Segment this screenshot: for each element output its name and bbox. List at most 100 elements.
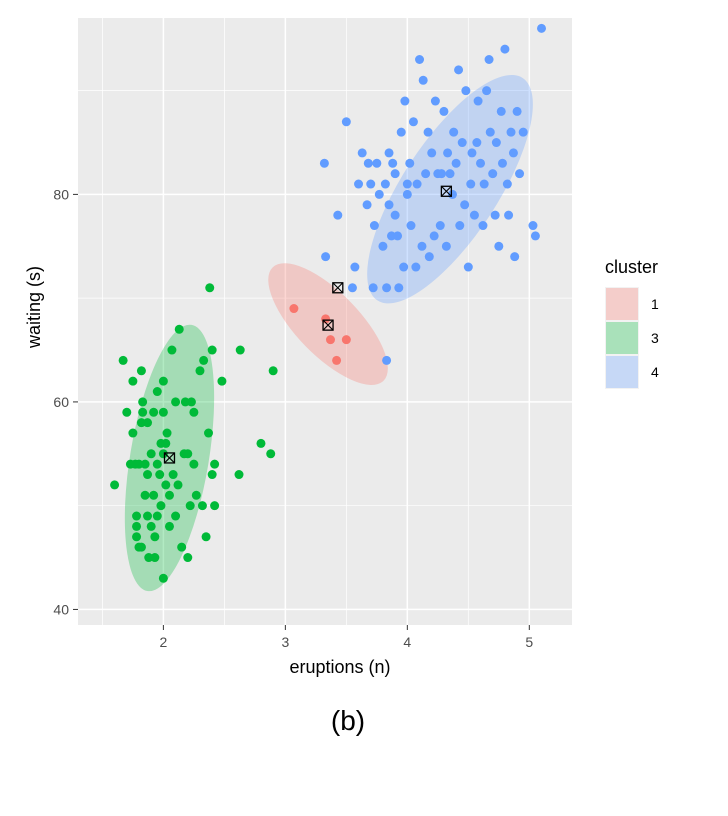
data-point-cluster-4 bbox=[319, 158, 329, 168]
data-point-cluster-4 bbox=[461, 86, 471, 96]
legend-label-1: 1 bbox=[651, 296, 659, 312]
data-point-cluster-4 bbox=[378, 241, 388, 251]
data-point-cluster-4 bbox=[485, 127, 495, 137]
data-point-cluster-4 bbox=[402, 189, 412, 199]
data-point-cluster-4 bbox=[472, 138, 482, 148]
data-point-cluster-3 bbox=[195, 366, 205, 376]
data-point-cluster-3 bbox=[161, 438, 171, 448]
data-point-cluster-4 bbox=[429, 231, 439, 241]
data-point-cluster-4 bbox=[504, 210, 514, 220]
data-point-cluster-3 bbox=[155, 470, 165, 480]
data-point-cluster-3 bbox=[152, 459, 162, 469]
y-axis-title: waiting (s) bbox=[24, 266, 44, 349]
data-point-cluster-4 bbox=[528, 221, 538, 231]
data-point-cluster-3 bbox=[136, 366, 146, 376]
data-point-cluster-4 bbox=[537, 23, 547, 33]
x-tick-label: 3 bbox=[281, 634, 289, 650]
data-point-cluster-4 bbox=[384, 200, 394, 210]
data-point-cluster-4 bbox=[439, 106, 449, 116]
data-point-cluster-4 bbox=[363, 158, 373, 168]
data-point-cluster-4 bbox=[417, 241, 427, 251]
data-point-cluster-3 bbox=[234, 470, 244, 480]
data-point-cluster-4 bbox=[406, 221, 416, 231]
legend-swatch-4 bbox=[606, 356, 638, 388]
data-point-cluster-3 bbox=[177, 542, 187, 552]
data-point-cluster-3 bbox=[183, 449, 193, 459]
data-point-cluster-4 bbox=[418, 75, 428, 85]
data-point-cluster-4 bbox=[482, 86, 492, 96]
data-point-cluster-4 bbox=[491, 138, 501, 148]
data-point-cluster-4 bbox=[382, 283, 392, 293]
center-box bbox=[332, 282, 344, 294]
data-point-cluster-3 bbox=[136, 542, 146, 552]
data-point-cluster-4 bbox=[341, 117, 351, 127]
data-point-cluster-4 bbox=[490, 210, 500, 220]
data-point-cluster-3 bbox=[161, 480, 171, 490]
data-point-cluster-4 bbox=[478, 221, 488, 231]
data-point-cluster-4 bbox=[494, 241, 504, 251]
center-box bbox=[163, 452, 176, 464]
data-point-cluster-3 bbox=[140, 459, 150, 469]
data-point-cluster-4 bbox=[467, 148, 477, 158]
data-point-cluster-3 bbox=[185, 501, 195, 511]
data-point-cluster-3 bbox=[150, 532, 160, 542]
data-point-cluster-3 bbox=[207, 470, 217, 480]
data-point-cluster-4 bbox=[506, 127, 516, 137]
data-point-cluster-4 bbox=[357, 148, 367, 158]
cluster-center-1 bbox=[332, 282, 344, 294]
data-point-cluster-3 bbox=[122, 407, 132, 417]
data-point-cluster-3 bbox=[138, 407, 148, 417]
data-point-cluster-3 bbox=[158, 573, 168, 583]
data-point-cluster-4 bbox=[347, 283, 357, 293]
data-point-cluster-3 bbox=[171, 397, 181, 407]
data-point-cluster-4 bbox=[441, 241, 451, 251]
data-point-cluster-4 bbox=[396, 127, 406, 137]
data-point-cluster-4 bbox=[388, 158, 398, 168]
x-tick-label: 2 bbox=[159, 634, 167, 650]
data-point-cluster-3 bbox=[158, 376, 168, 386]
data-point-cluster-3 bbox=[128, 428, 138, 438]
data-point-cluster-3 bbox=[140, 490, 150, 500]
data-point-cluster-3 bbox=[149, 490, 159, 500]
data-point-cluster-3 bbox=[266, 449, 276, 459]
data-point-cluster-3 bbox=[132, 532, 142, 542]
data-point-cluster-4 bbox=[430, 96, 440, 106]
data-point-cluster-3 bbox=[199, 355, 209, 365]
data-point-cluster-4 bbox=[423, 127, 433, 137]
data-point-cluster-3 bbox=[152, 387, 162, 397]
data-point-cluster-4 bbox=[424, 252, 434, 262]
data-point-cluster-4 bbox=[369, 221, 379, 231]
cluster-center-1 bbox=[322, 319, 334, 331]
data-point-cluster-4 bbox=[390, 169, 400, 179]
data-point-cluster-4 bbox=[449, 127, 459, 137]
data-points bbox=[110, 23, 547, 583]
data-point-cluster-4 bbox=[435, 221, 445, 231]
data-point-cluster-3 bbox=[173, 480, 183, 490]
data-point-cluster-3 bbox=[132, 511, 142, 521]
data-point-cluster-3 bbox=[143, 511, 153, 521]
data-point-cluster-3 bbox=[132, 521, 142, 531]
data-point-cluster-3 bbox=[204, 428, 214, 438]
data-point-cluster-4 bbox=[374, 189, 384, 199]
data-point-cluster-1 bbox=[341, 335, 351, 345]
data-point-cluster-4 bbox=[454, 65, 464, 75]
data-point-cluster-4 bbox=[460, 200, 470, 210]
data-point-cluster-3 bbox=[235, 345, 245, 355]
cluster-centers bbox=[163, 185, 453, 464]
data-point-cluster-4 bbox=[457, 138, 467, 148]
data-point-cluster-4 bbox=[455, 221, 465, 231]
data-point-cluster-4 bbox=[408, 117, 418, 127]
data-point-cluster-4 bbox=[469, 210, 479, 220]
legend: cluster 1 3 4 bbox=[605, 257, 659, 389]
legend-swatch-1 bbox=[606, 288, 638, 320]
data-point-cluster-3 bbox=[128, 376, 138, 386]
data-point-cluster-4 bbox=[530, 231, 540, 241]
data-point-cluster-1 bbox=[325, 335, 335, 345]
data-point-cluster-3 bbox=[210, 459, 220, 469]
data-point-cluster-4 bbox=[402, 179, 412, 189]
data-point-cluster-3 bbox=[210, 501, 220, 511]
grid-major bbox=[78, 18, 572, 625]
data-point-cluster-4 bbox=[354, 179, 364, 189]
data-point-cluster-1 bbox=[289, 304, 299, 314]
data-point-cluster-4 bbox=[393, 231, 403, 241]
